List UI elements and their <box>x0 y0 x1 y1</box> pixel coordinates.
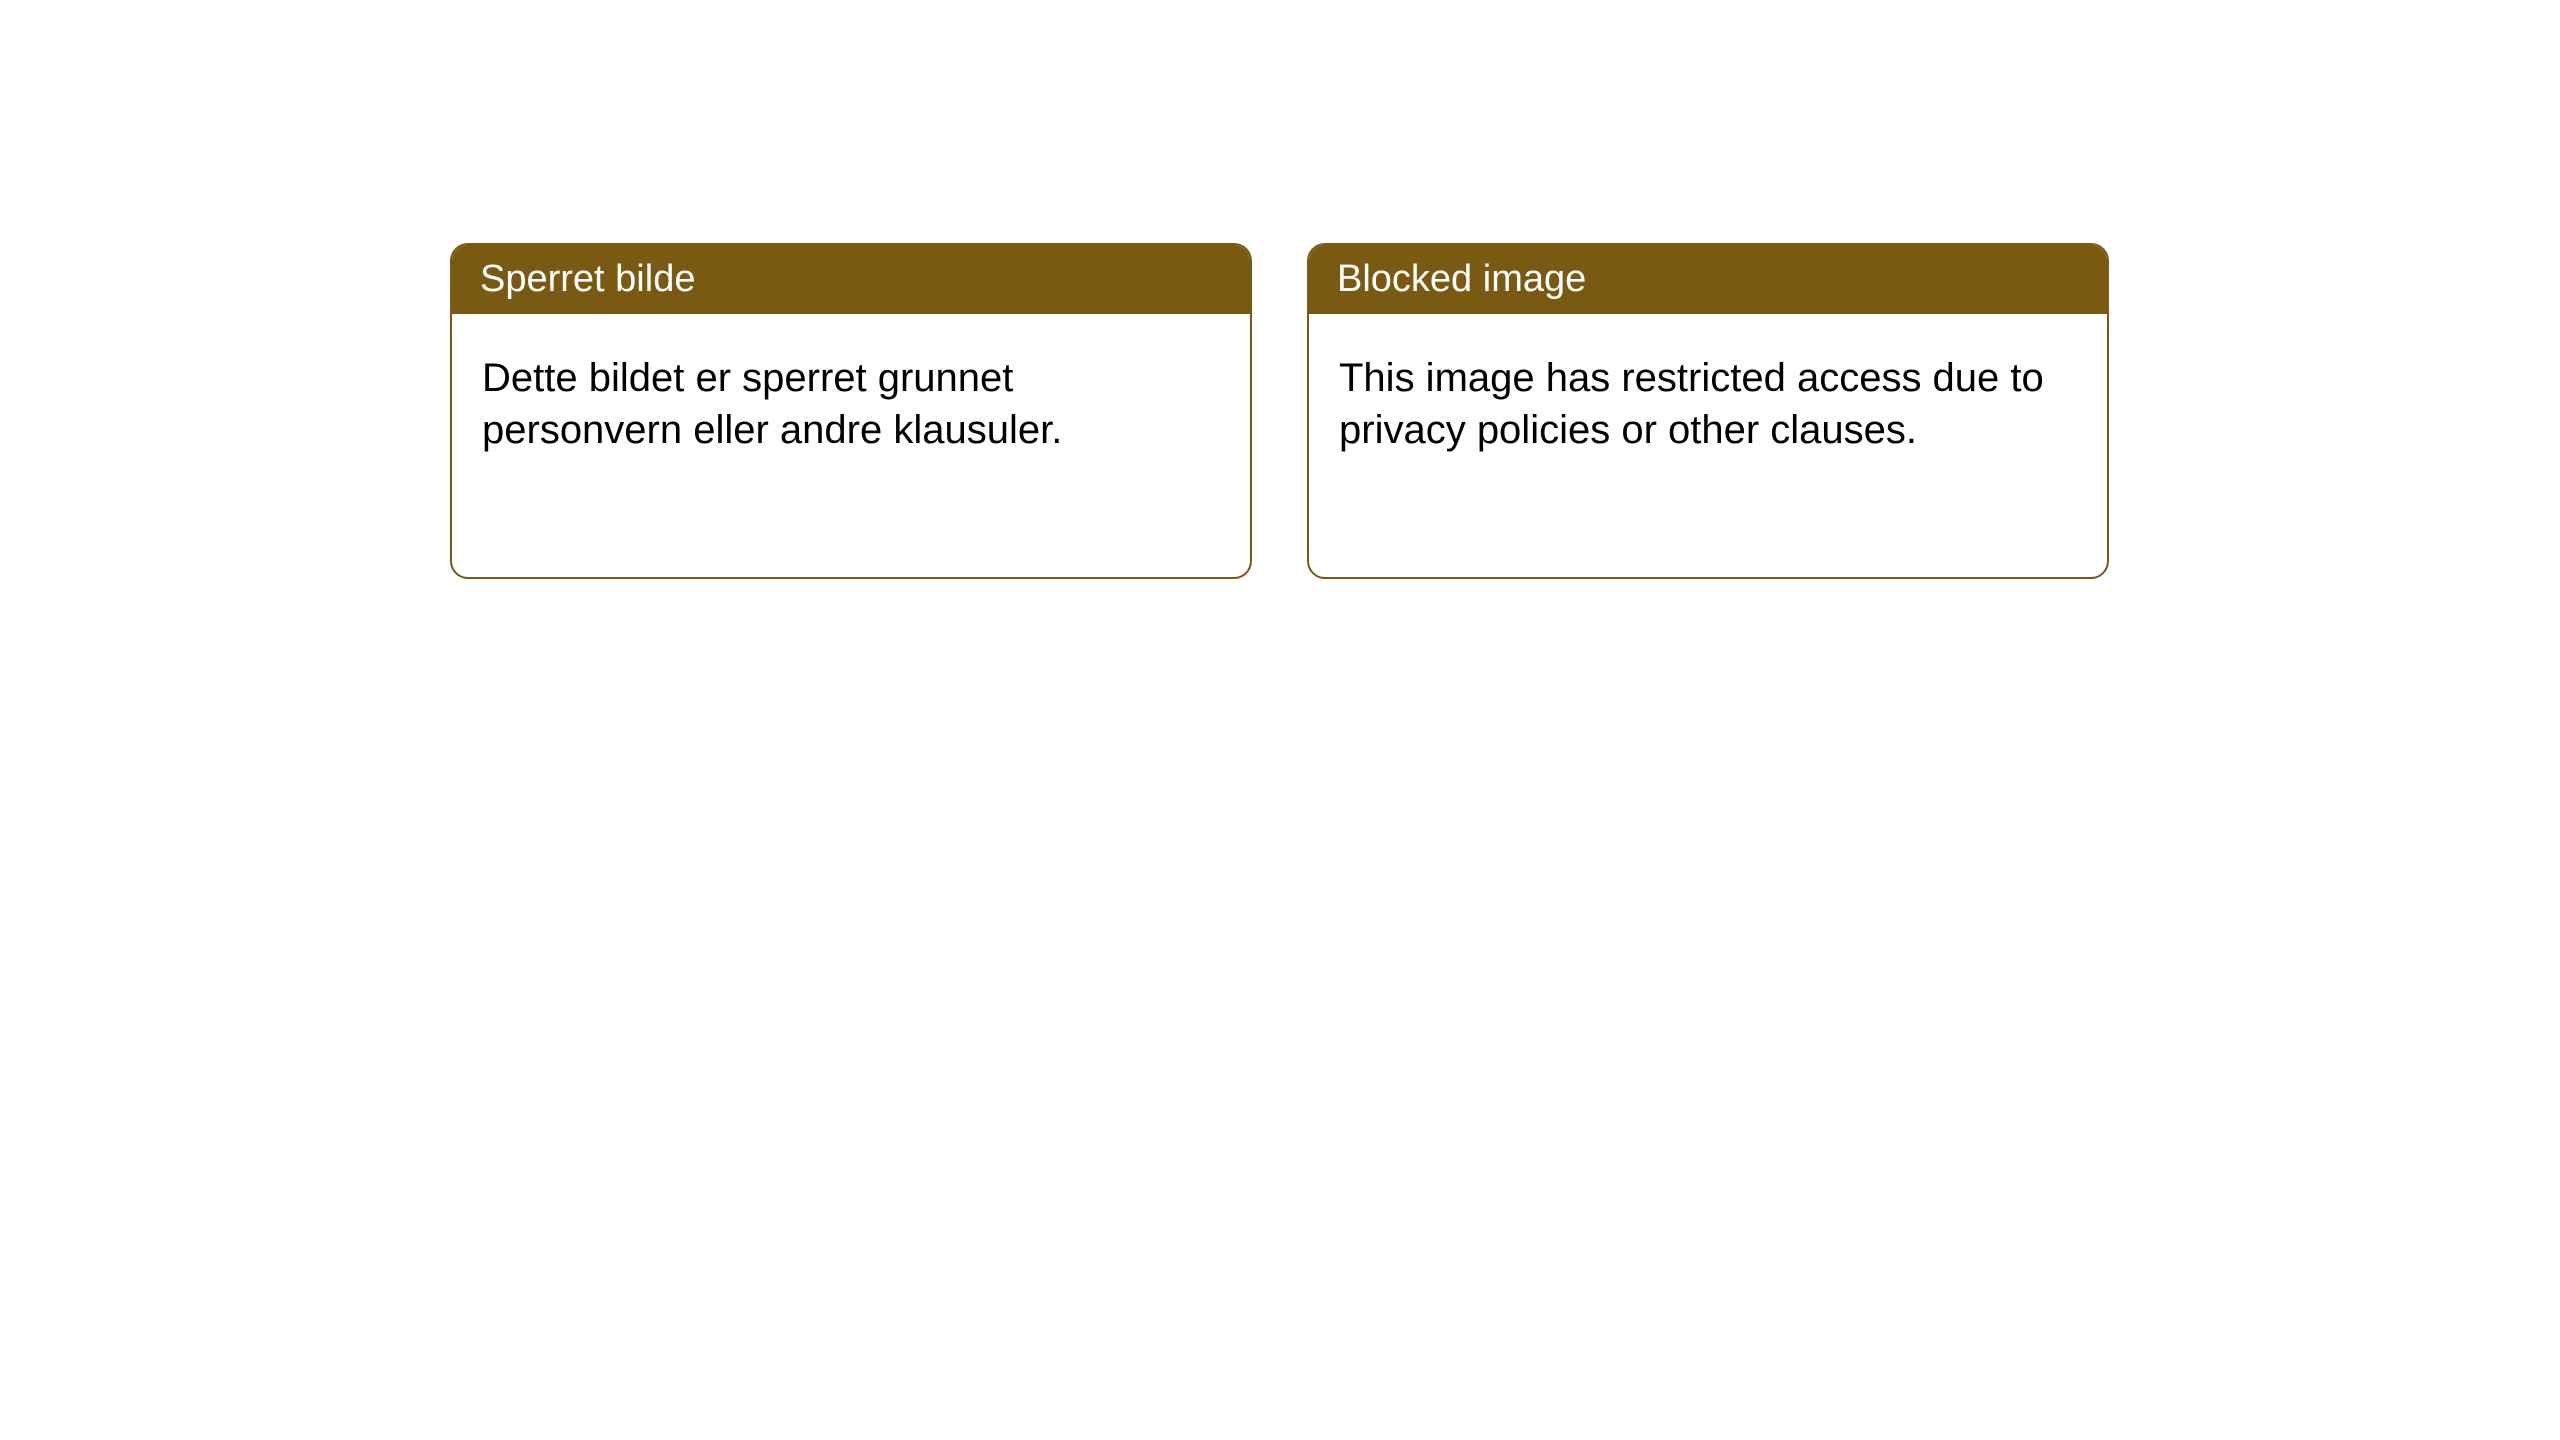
notice-card-norwegian: Sperret bilde Dette bildet er sperret gr… <box>450 243 1252 579</box>
notice-header: Sperret bilde <box>452 245 1250 314</box>
notice-card-english: Blocked image This image has restricted … <box>1307 243 2109 579</box>
notice-container: Sperret bilde Dette bildet er sperret gr… <box>450 243 2109 579</box>
notice-header: Blocked image <box>1309 245 2107 314</box>
notice-body: Dette bildet er sperret grunnet personve… <box>452 314 1250 494</box>
notice-body: This image has restricted access due to … <box>1309 314 2107 494</box>
